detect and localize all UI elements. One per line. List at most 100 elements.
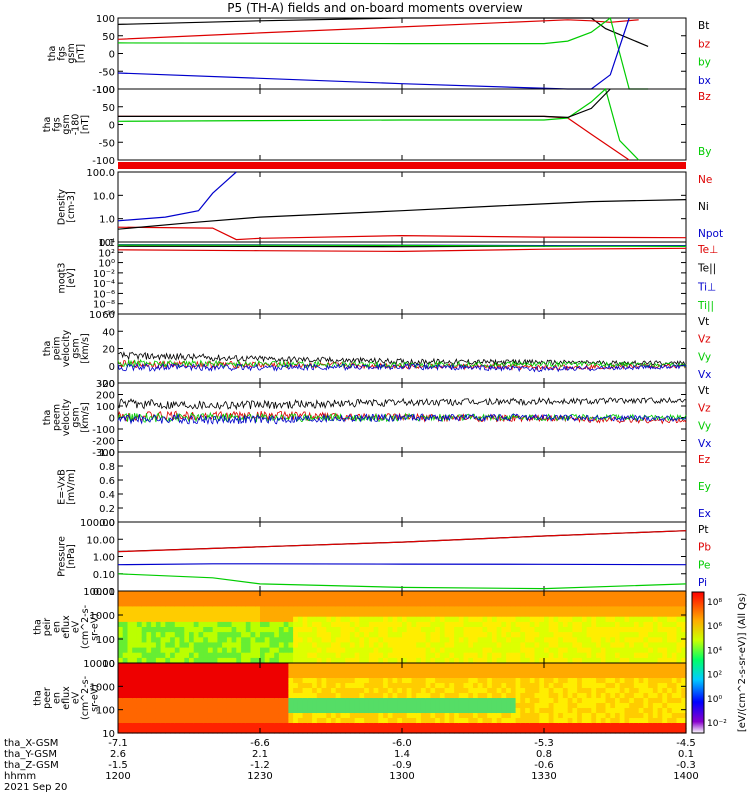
heatmap-cell: [207, 642, 214, 649]
heatmap-cell: [151, 657, 157, 664]
heatmap-cell: [392, 668, 398, 674]
heatmap-cell: [487, 632, 493, 638]
heatmap-cell: [619, 627, 625, 633]
heatmap-cell: [307, 678, 313, 684]
heatmap-cell: [326, 611, 332, 618]
heatmap-cell: [586, 621, 592, 628]
heatmap-cell: [562, 611, 569, 618]
heatmap-cell: [260, 647, 266, 654]
heatmap-cell: [439, 616, 446, 623]
heatmap-cell: [681, 668, 687, 674]
heatmap-cell: [283, 632, 289, 638]
heatmap-cell: [198, 703, 204, 709]
heatmap-cell: [444, 728, 450, 734]
heatmap-cell: [160, 698, 166, 704]
heatmap-cell: [170, 591, 176, 597]
heatmap-cell: [581, 621, 588, 628]
heatmap-cell: [416, 708, 422, 714]
heatmap-cell: [667, 647, 673, 654]
heatmap-cell: [482, 683, 488, 689]
heatmap-cell: [558, 693, 564, 699]
heatmap-cell: [638, 708, 644, 714]
heatmap-cell: [278, 708, 285, 714]
heatmap-cell: [335, 621, 341, 628]
heatmap-cell: [529, 668, 536, 674]
heatmap-cell: [652, 728, 659, 734]
heatmap-cell: [189, 611, 195, 618]
heatmap-cell: [411, 668, 417, 674]
heatmap-cell: [643, 683, 649, 689]
heatmap-cell: [619, 657, 625, 664]
heatmap-cell: [520, 596, 526, 602]
heatmap-cell: [207, 652, 214, 659]
heatmap-cell: [610, 698, 616, 704]
heatmap-cell: [525, 611, 531, 618]
heatmap-cell: [482, 693, 488, 699]
heatmap-cell: [458, 627, 465, 633]
heatmap-cell: [638, 657, 644, 664]
heatmap-cell: [160, 611, 166, 618]
heatmap-cell: [548, 693, 554, 699]
heatmap-cell: [387, 616, 394, 623]
heatmap-cell: [581, 657, 588, 664]
heatmap-cell: [662, 606, 668, 613]
heatmap-cell: [449, 632, 455, 638]
heatmap-cell: [293, 657, 299, 664]
heatmap-cell: [487, 657, 493, 664]
axis-row-label: tha_Z-GSM: [4, 760, 59, 771]
heatmap-cell: [657, 663, 663, 669]
heatmap-cell: [307, 596, 313, 602]
axis-row-value: 1230: [247, 771, 272, 782]
heatmap-cell: [600, 621, 607, 628]
heatmap-cell: [439, 673, 446, 679]
heatmap-cell: [354, 703, 360, 709]
heatmap-cell: [302, 713, 308, 719]
heatmap-cell: [581, 611, 588, 618]
heatmap-cell: [648, 708, 654, 714]
heatmap-cell: [198, 601, 204, 607]
heatmap-cell: [652, 678, 659, 684]
heatmap-cell: [274, 718, 280, 724]
heatmap-cell: [681, 606, 687, 613]
heatmap-cell: [633, 688, 640, 694]
heatmap-cell: [534, 601, 540, 607]
heatmap-cell: [155, 678, 162, 684]
heatmap-cell: [222, 627, 228, 633]
heatmap-cell: [676, 632, 682, 638]
heatmap-cell: [302, 632, 308, 638]
heatmap-cell: [676, 673, 682, 679]
heatmap-cell: [312, 647, 318, 654]
heatmap-cell: [406, 673, 412, 679]
heatmap-cell: [662, 591, 668, 597]
heatmap-cell: [250, 663, 256, 669]
heatmap-cell: [335, 668, 341, 674]
heatmap-cell: [141, 606, 147, 613]
heatmap-cell: [136, 693, 143, 699]
heatmap-cell: [378, 673, 384, 679]
heatmap-cell: [577, 621, 583, 628]
heatmap-cell: [174, 627, 181, 633]
heatmap-cell: [591, 606, 597, 613]
heatmap-cell: [250, 591, 256, 597]
heatmap-cell: [198, 596, 204, 602]
heatmap-cell: [544, 698, 550, 704]
heatmap-cell: [165, 678, 171, 684]
heatmap-cell: [170, 718, 176, 724]
axis-row-label: tha_Y-GSM: [4, 749, 57, 760]
heatmap-cell: [160, 627, 166, 633]
heatmap-cell: [241, 673, 247, 679]
heatmap-cell: [629, 606, 635, 613]
heatmap-cell: [146, 718, 152, 724]
heatmap-cell: [174, 668, 181, 674]
heatmap-cell: [596, 601, 602, 607]
heatmap-cell: [444, 688, 450, 694]
heatmap-cell: [349, 596, 356, 602]
heatmap-cell: [491, 611, 498, 618]
heatmap-cell: [302, 688, 308, 694]
heatmap-cell: [671, 728, 678, 734]
y-tick-label: -300: [92, 448, 115, 459]
heatmap-cell: [174, 601, 181, 607]
heatmap-cell: [312, 683, 318, 689]
